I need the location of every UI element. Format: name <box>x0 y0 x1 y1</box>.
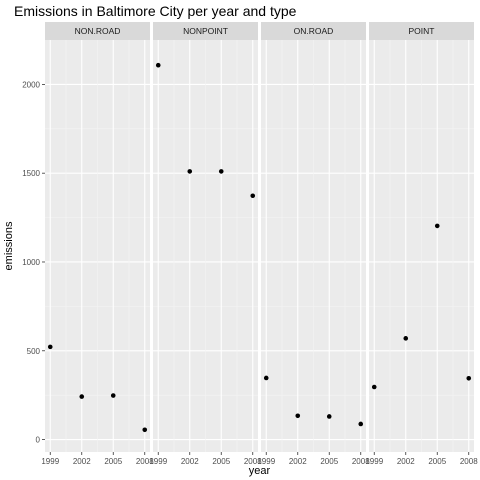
y-tick-label: 500 <box>27 347 41 356</box>
chart-title: Emissions in Baltimore City per year and… <box>14 3 297 19</box>
x-tick-label: 2008 <box>244 457 262 466</box>
facet-label-on-road: ON.ROAD <box>294 26 334 36</box>
y-axis-title: emissions <box>3 221 15 270</box>
data-point-nonpoint <box>155 62 161 68</box>
data-point-point <box>434 223 440 229</box>
x-tick-label: 2005 <box>104 457 122 466</box>
facet-label-point: POINT <box>409 26 435 36</box>
x-tick-label: 1999 <box>365 457 383 466</box>
data-point-point <box>403 336 409 341</box>
data-point-point <box>371 384 377 390</box>
x-axis-title: year <box>249 465 271 477</box>
x-tick-label: 1999 <box>149 457 167 466</box>
x-tick-label: 2002 <box>397 457 415 466</box>
y-tick-label: 1000 <box>22 258 40 267</box>
x-tick-label: 1999 <box>257 457 275 466</box>
x-tick-label: 2002 <box>73 457 91 466</box>
facet-label-non-road: NON.ROAD <box>75 26 121 36</box>
facet-strip-non-road <box>45 22 150 40</box>
x-tick-label: 2005 <box>320 457 338 466</box>
facet-strip-nonpoint <box>153 22 258 40</box>
facet-strip-point <box>369 22 474 40</box>
data-point-nonpoint <box>218 169 224 174</box>
x-tick-label: 2008 <box>460 457 478 466</box>
facet-strip-on-road <box>261 22 366 40</box>
data-point-on-road <box>263 375 269 381</box>
data-point-non-road <box>110 393 116 398</box>
data-point-non-road <box>79 394 85 399</box>
y-tick-label: 2000 <box>22 80 40 89</box>
y-tick-label: 0 <box>36 436 41 445</box>
facet-label-nonpoint: NONPOINT <box>183 26 228 36</box>
y-tick-label: 1500 <box>22 169 40 178</box>
data-point-on-road <box>326 414 332 419</box>
data-point-non-road <box>47 344 53 350</box>
data-point-on-road <box>358 421 364 427</box>
data-point-nonpoint <box>250 193 256 199</box>
x-tick-label: 2008 <box>136 457 154 466</box>
x-tick-label: 1999 <box>41 457 59 466</box>
data-point-point <box>466 376 472 381</box>
x-tick-label: 2008 <box>352 457 370 466</box>
x-tick-label: 2005 <box>212 457 230 466</box>
data-point-on-road <box>295 413 301 419</box>
x-tick-label: 2002 <box>181 457 199 466</box>
data-point-non-road <box>142 427 148 433</box>
x-tick-label: 2002 <box>289 457 307 466</box>
data-point-nonpoint <box>187 169 193 174</box>
x-tick-label: 2005 <box>428 457 446 466</box>
